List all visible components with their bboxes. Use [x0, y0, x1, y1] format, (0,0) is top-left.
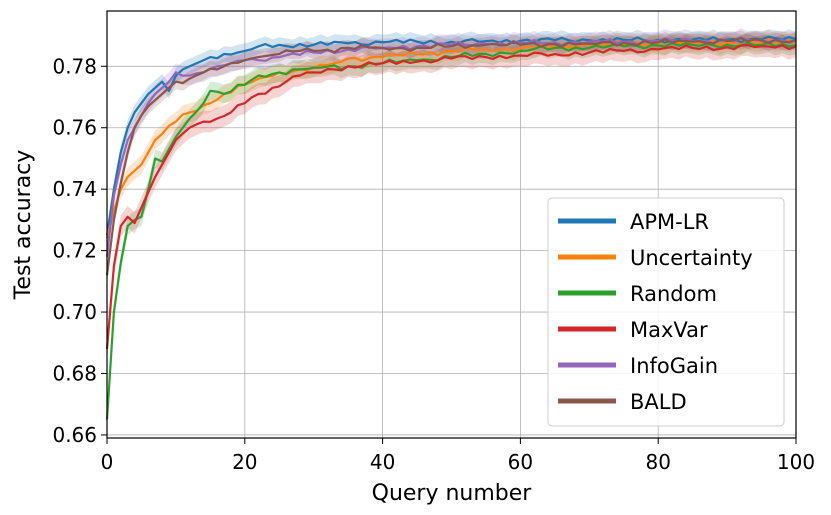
legend-label: Uncertainty	[630, 246, 753, 270]
legend-label: MaxVar	[630, 318, 708, 342]
x-tick-label: 60	[508, 450, 533, 474]
x-tick-label: 20	[232, 450, 257, 474]
y-tick-label: 0.68	[52, 361, 97, 385]
y-tick-label: 0.76	[52, 116, 97, 140]
y-axis-label: Test accuracy	[11, 150, 36, 301]
y-tick-label: 0.74	[52, 177, 97, 201]
y-tick-label: 0.66	[52, 423, 97, 447]
legend-label: APM-LR	[630, 210, 709, 234]
y-tick-label: 0.78	[52, 54, 97, 78]
x-axis-label: Query number	[372, 481, 533, 506]
series-lines	[105, 35, 797, 420]
y-tick-label: 0.70	[52, 300, 97, 324]
confidence-bands	[107, 28, 796, 429]
y-axis-ticks: 0.66 0.68 0.70 0.72 0.74 0.76 0.78	[52, 54, 107, 447]
x-tick-label: 0	[101, 450, 114, 474]
series-line-maxvar	[105, 44, 797, 349]
series-line-uncertainty	[105, 38, 797, 239]
x-axis-ticks: 0 20 40 60 80 100	[101, 438, 815, 474]
legend-label: Random	[630, 282, 717, 306]
series-line-bald	[105, 37, 797, 276]
x-tick-label: 40	[370, 450, 395, 474]
x-tick-label: 100	[777, 450, 815, 474]
plot-frame	[106, 10, 797, 439]
legend: APM-LR Uncertainty Random MaxVar InfoGain BAL…	[547, 197, 785, 427]
series-line-random	[105, 41, 797, 420]
x-tick-label: 80	[645, 450, 670, 474]
legend-label: BALD	[630, 390, 687, 414]
legend-label: InfoGain	[630, 354, 718, 378]
y-tick-label: 0.72	[52, 239, 97, 263]
band-uncertainty	[107, 29, 796, 248]
